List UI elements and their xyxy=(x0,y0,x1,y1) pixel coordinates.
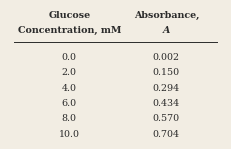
Text: 10.0: 10.0 xyxy=(59,130,80,139)
Text: 0.704: 0.704 xyxy=(153,130,180,139)
Text: A: A xyxy=(163,26,170,35)
Text: Concentration, mM: Concentration, mM xyxy=(18,26,121,35)
Text: 2.0: 2.0 xyxy=(62,68,77,77)
Text: Glucose: Glucose xyxy=(48,11,90,20)
Text: 0.294: 0.294 xyxy=(153,84,180,93)
Text: Absorbance,: Absorbance, xyxy=(134,11,199,20)
Text: 6.0: 6.0 xyxy=(62,99,77,108)
Text: 0.002: 0.002 xyxy=(153,53,180,62)
Text: 8.0: 8.0 xyxy=(62,114,77,123)
Text: 4.0: 4.0 xyxy=(62,84,77,93)
Text: 0.434: 0.434 xyxy=(153,99,180,108)
Text: 0.150: 0.150 xyxy=(153,68,180,77)
Text: 0.570: 0.570 xyxy=(153,114,180,123)
Text: 0.0: 0.0 xyxy=(62,53,77,62)
